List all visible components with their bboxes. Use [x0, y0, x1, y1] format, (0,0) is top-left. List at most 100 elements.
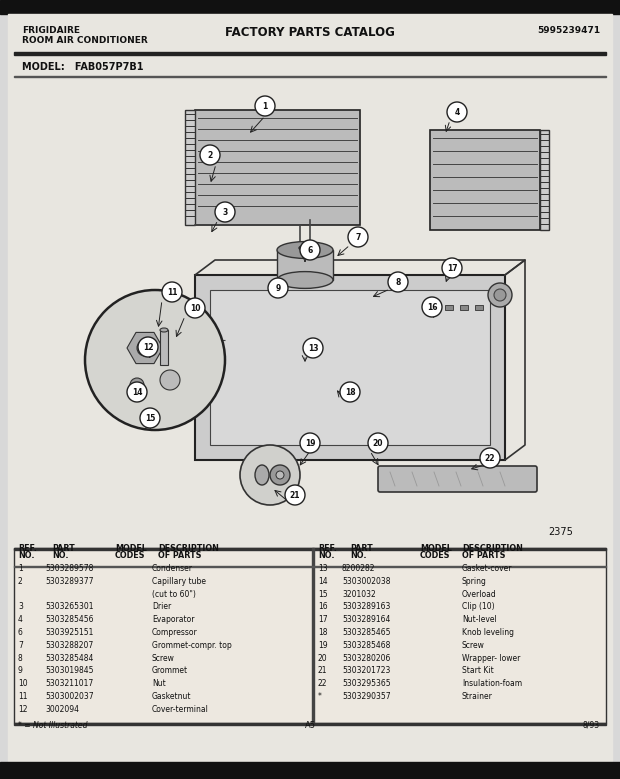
Circle shape — [127, 382, 147, 402]
Text: 13: 13 — [318, 564, 327, 573]
Text: 5303211017: 5303211017 — [45, 679, 93, 688]
Text: MODEL:   FAB057P7B1: MODEL: FAB057P7B1 — [22, 62, 143, 72]
Circle shape — [285, 485, 305, 505]
Text: NO.: NO. — [18, 551, 35, 560]
Circle shape — [130, 378, 144, 392]
Text: 8200282: 8200282 — [342, 564, 376, 573]
Text: 5303265301: 5303265301 — [45, 602, 94, 612]
Bar — [445, 305, 453, 310]
Ellipse shape — [277, 272, 333, 288]
Text: DESCRIPTION: DESCRIPTION — [158, 544, 219, 553]
Bar — [160, 330, 168, 365]
Text: CODES: CODES — [115, 551, 146, 560]
Text: 5303290357: 5303290357 — [342, 692, 391, 701]
Text: *: * — [318, 692, 322, 701]
Text: 17: 17 — [318, 615, 327, 624]
Text: PART: PART — [350, 544, 373, 553]
Text: Grommet-compr. top: Grommet-compr. top — [152, 641, 232, 650]
Text: 20: 20 — [373, 439, 383, 448]
Bar — [540, 130, 549, 230]
Circle shape — [442, 258, 462, 278]
Ellipse shape — [255, 465, 269, 485]
Text: 5303925151: 5303925151 — [45, 628, 94, 637]
Bar — [14, 723, 606, 724]
Text: Knob leveling: Knob leveling — [462, 628, 514, 637]
Text: 2375: 2375 — [548, 527, 573, 537]
Text: 8: 8 — [396, 278, 401, 287]
Text: 9: 9 — [275, 284, 281, 293]
Text: NO.: NO. — [350, 551, 366, 560]
Text: Insulation-foam: Insulation-foam — [462, 679, 522, 688]
Text: 6: 6 — [308, 246, 312, 255]
Circle shape — [137, 340, 153, 356]
Text: A5: A5 — [304, 721, 316, 730]
Text: 1: 1 — [18, 564, 23, 573]
Ellipse shape — [160, 328, 168, 332]
Bar — [14, 52, 606, 55]
Circle shape — [268, 278, 288, 298]
Text: OF PARTS: OF PARTS — [462, 551, 505, 560]
Circle shape — [340, 382, 360, 402]
Circle shape — [162, 282, 182, 302]
Circle shape — [138, 337, 158, 357]
Text: 2: 2 — [18, 576, 23, 586]
Text: 16: 16 — [318, 602, 327, 612]
FancyBboxPatch shape — [378, 466, 537, 492]
Circle shape — [270, 465, 290, 485]
Text: Evaporator: Evaporator — [152, 615, 195, 624]
Text: 1: 1 — [262, 102, 268, 111]
Circle shape — [85, 290, 225, 430]
Text: 15: 15 — [318, 590, 327, 598]
Bar — [430, 130, 540, 230]
Text: 14: 14 — [131, 388, 142, 397]
Text: 9: 9 — [18, 666, 23, 675]
Text: (cut to 60"): (cut to 60") — [152, 590, 196, 598]
Bar — [460, 305, 468, 310]
Text: 18: 18 — [318, 628, 327, 637]
Text: 19: 19 — [318, 641, 327, 650]
Text: Overload: Overload — [462, 590, 497, 598]
Text: 19: 19 — [305, 439, 315, 448]
Text: Strainer: Strainer — [462, 692, 493, 701]
Ellipse shape — [277, 241, 333, 259]
Bar — [195, 275, 505, 460]
Bar — [14, 548, 606, 723]
Circle shape — [200, 145, 220, 165]
Bar — [210, 290, 490, 445]
Text: 7: 7 — [355, 233, 361, 242]
Text: DESCRIPTION: DESCRIPTION — [462, 544, 523, 553]
Text: Compressor: Compressor — [152, 628, 198, 637]
Circle shape — [255, 96, 275, 116]
Text: 3002094: 3002094 — [45, 705, 79, 714]
Bar — [14, 548, 606, 549]
Text: NO.: NO. — [52, 551, 68, 560]
Text: 5303201723: 5303201723 — [342, 666, 391, 675]
Text: 6: 6 — [18, 628, 23, 637]
Bar — [14, 566, 606, 567]
Text: Screw: Screw — [152, 654, 175, 663]
Circle shape — [348, 227, 368, 247]
Text: 5303289163: 5303289163 — [342, 602, 391, 612]
Circle shape — [276, 471, 284, 479]
Circle shape — [303, 338, 323, 358]
Text: 5303285484: 5303285484 — [45, 654, 94, 663]
Text: 7: 7 — [18, 641, 23, 650]
Text: MODEL: MODEL — [420, 544, 452, 553]
Text: 5303285465: 5303285465 — [342, 628, 391, 637]
Text: * = Not Illustrated: * = Not Illustrated — [18, 721, 87, 730]
Text: 8: 8 — [18, 654, 23, 663]
Bar — [475, 305, 483, 310]
Text: Screw: Screw — [462, 641, 485, 650]
Circle shape — [488, 283, 512, 307]
Text: 22: 22 — [485, 454, 495, 463]
Circle shape — [160, 370, 180, 390]
Text: ROOM AIR CONDITIONER: ROOM AIR CONDITIONER — [22, 36, 148, 45]
Text: 11: 11 — [18, 692, 27, 701]
Text: 5303280206: 5303280206 — [342, 654, 391, 663]
Text: Spring: Spring — [462, 576, 487, 586]
Bar — [195, 110, 360, 225]
Circle shape — [447, 102, 467, 122]
Text: 5303285456: 5303285456 — [45, 615, 94, 624]
Text: 5303289578: 5303289578 — [45, 564, 94, 573]
Text: MODEL: MODEL — [115, 544, 147, 553]
